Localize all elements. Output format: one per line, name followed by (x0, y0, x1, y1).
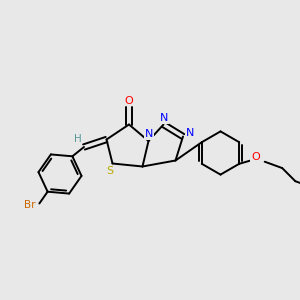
Text: N: N (160, 113, 168, 123)
Text: Br: Br (24, 200, 36, 210)
Text: S: S (106, 166, 114, 176)
Text: N: N (145, 129, 153, 140)
Text: O: O (251, 152, 260, 162)
Text: N: N (186, 128, 194, 139)
Text: O: O (124, 95, 134, 106)
Text: H: H (74, 134, 81, 145)
